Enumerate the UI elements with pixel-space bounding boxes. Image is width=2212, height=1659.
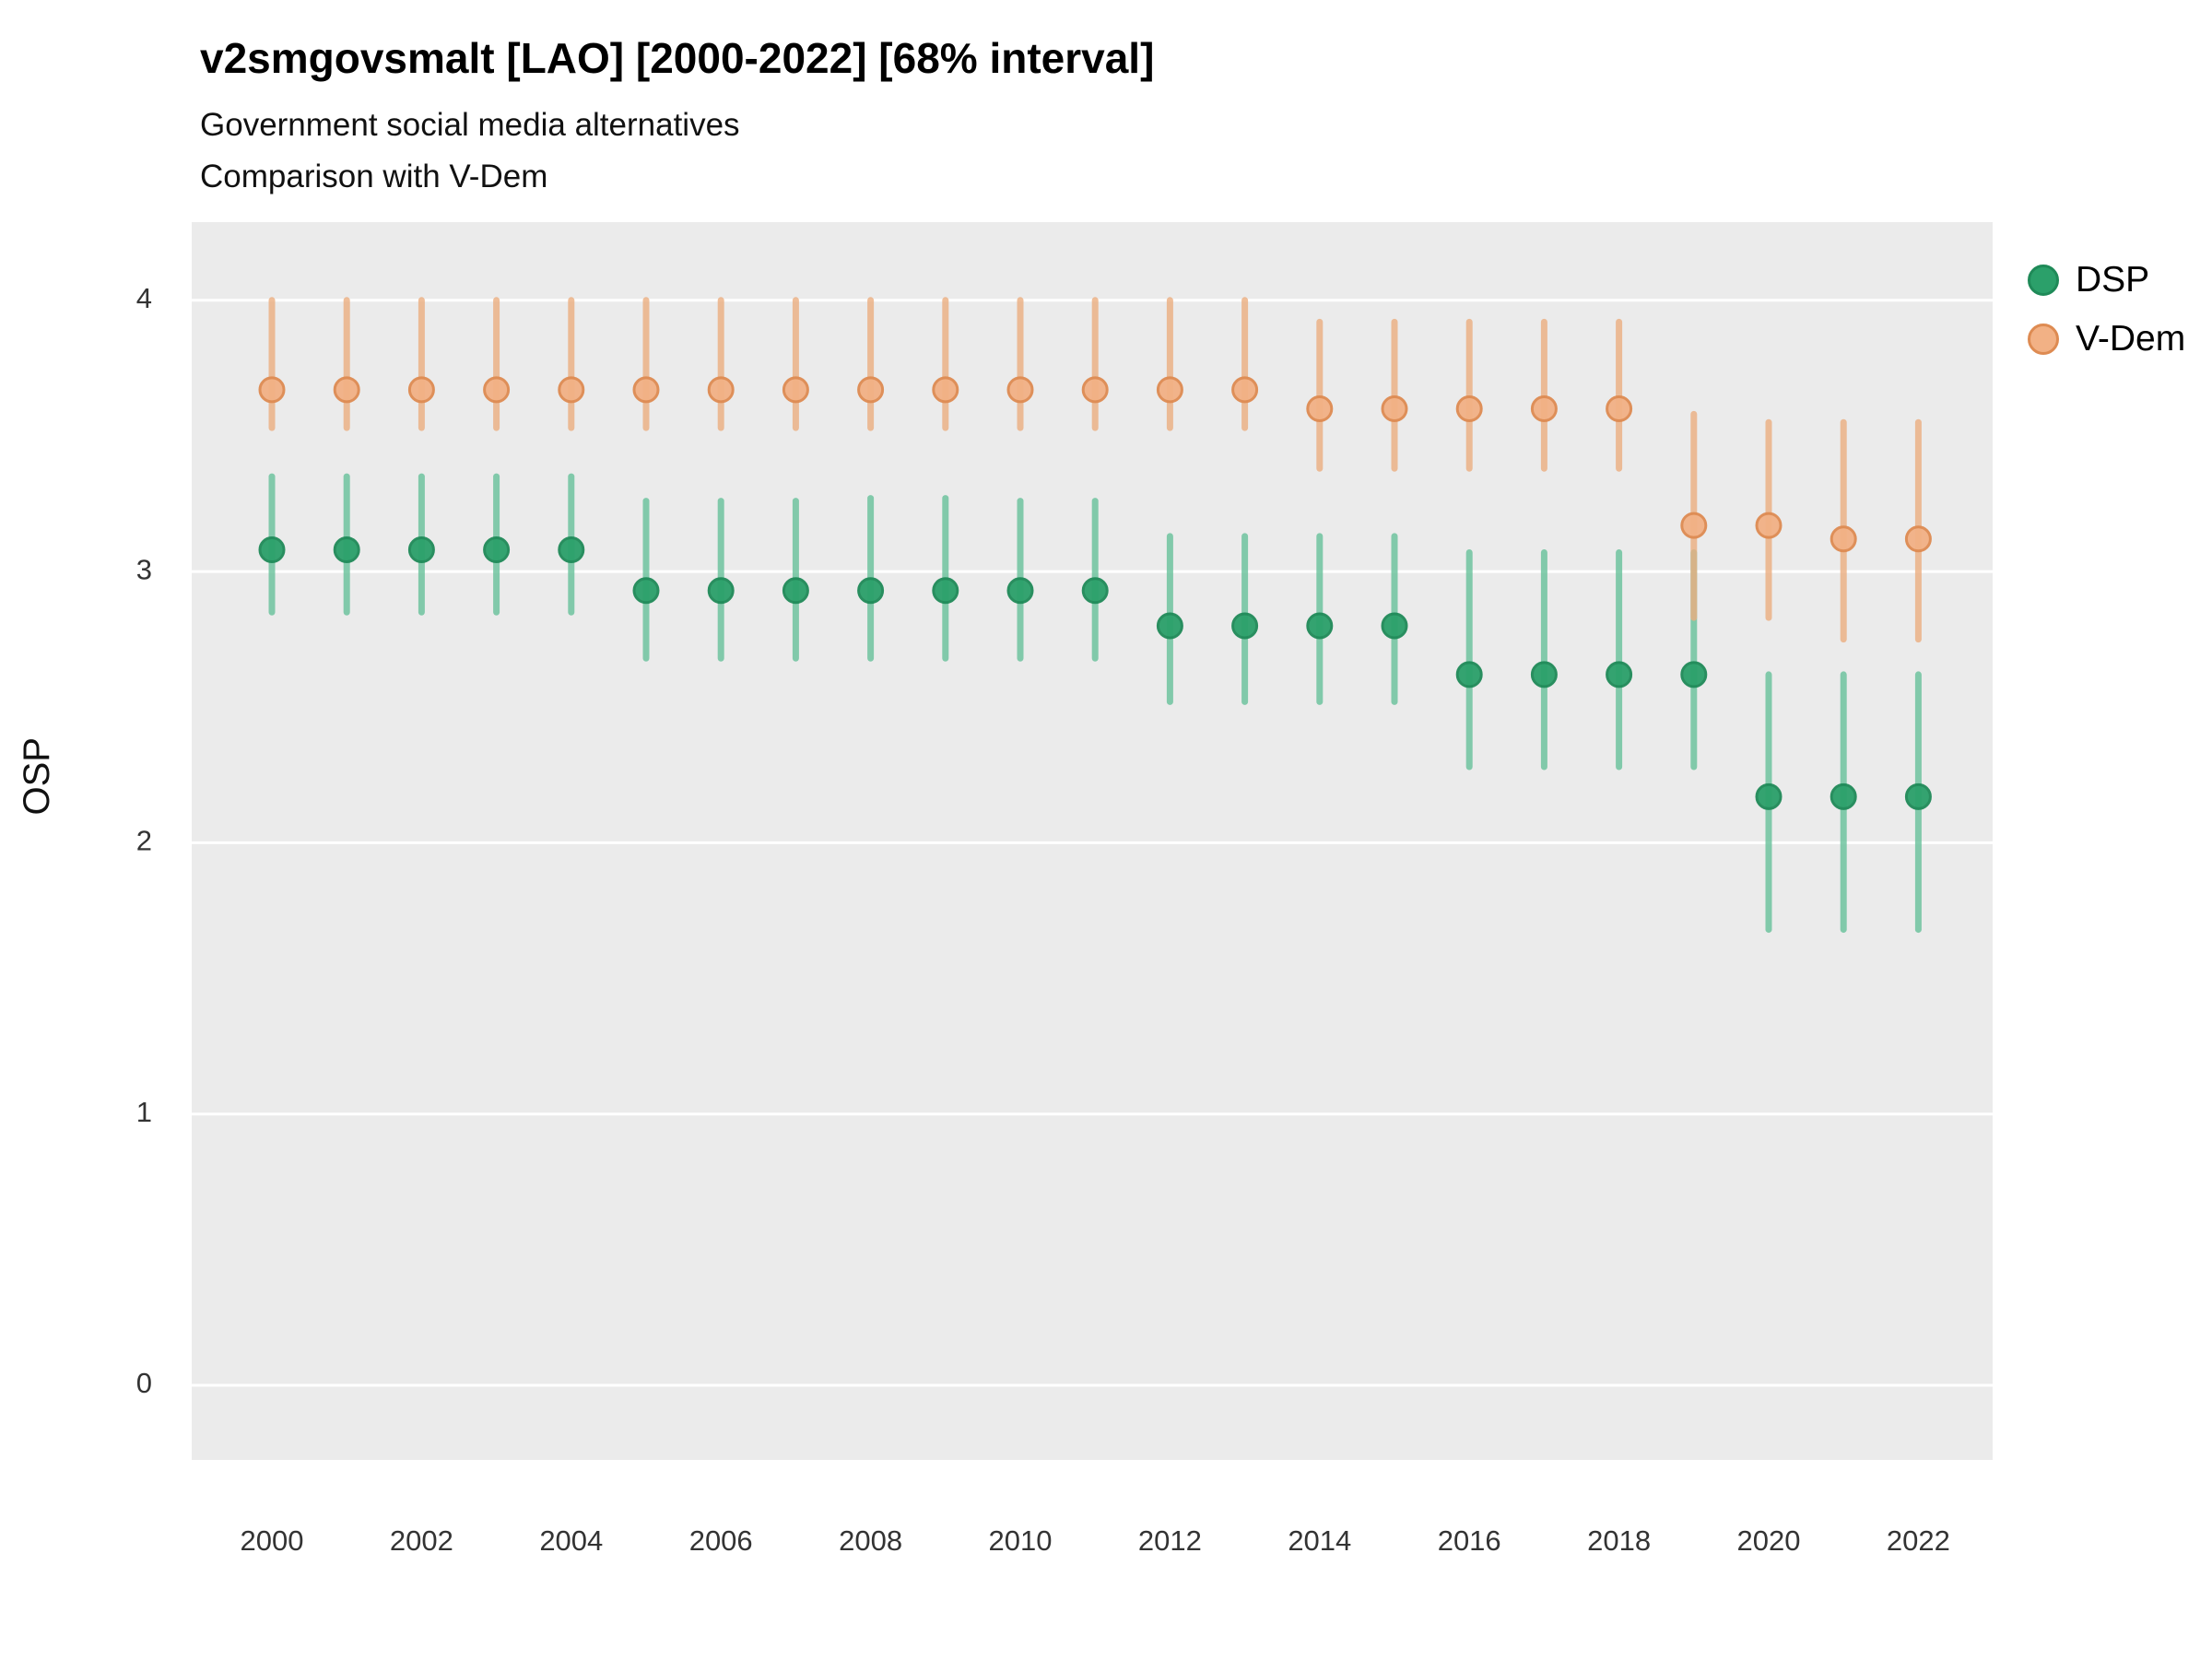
legend: DSP V-Dem [2028,260,2185,359]
y-tick-label-0: 0 [136,1367,152,1399]
point-v-dem-2005 [632,376,660,404]
point-dsp-2017 [1530,661,1558,688]
point-dsp-2010 [1006,577,1034,605]
legend-item-vdem: V-Dem [2028,319,2185,359]
point-dsp-2000 [258,536,286,564]
point-dsp-2013 [1231,612,1259,640]
point-dsp-2007 [782,577,809,605]
point-v-dem-2022 [1904,525,1932,553]
x-tick-label-2010: 2010 [989,1524,1053,1557]
x-tick-label-2004: 2004 [539,1524,603,1557]
point-dsp-2016 [1455,661,1483,688]
legend-dot-dsp-icon [2028,265,2059,296]
points-dsp [258,536,1932,810]
point-dsp-2011 [1081,577,1109,605]
point-v-dem-2010 [1006,376,1034,404]
point-dsp-2012 [1156,612,1183,640]
point-v-dem-2015 [1381,395,1408,423]
chart-title: v2smgovsmalt [LAO] [2000-2022] [68% inte… [200,34,1155,82]
point-v-dem-2000 [258,376,286,404]
point-v-dem-2006 [707,376,735,404]
y-tick-label-2: 2 [136,825,152,857]
point-v-dem-2004 [558,376,585,404]
x-tick-label-2002: 2002 [390,1524,453,1557]
y-tick-label-1: 1 [136,1096,152,1128]
points-v-dem [258,376,1932,553]
point-v-dem-2016 [1455,395,1483,423]
point-v-dem-2021 [1830,525,1857,553]
point-v-dem-2013 [1231,376,1259,404]
y-tick-label-4: 4 [136,282,152,314]
legend-item-dsp: DSP [2028,260,2185,300]
point-dsp-2020 [1755,782,1783,810]
y-tick-label-3: 3 [136,553,152,585]
legend-label-vdem: V-Dem [2076,319,2186,359]
point-v-dem-2002 [407,376,435,404]
point-v-dem-2003 [483,376,511,404]
point-v-dem-2014 [1306,395,1334,423]
point-v-dem-2019 [1680,512,1708,539]
point-dsp-2006 [707,577,735,605]
point-dsp-2001 [333,536,360,564]
x-tick-label-2020: 2020 [1737,1524,1801,1557]
x-tick-label-2008: 2008 [839,1524,902,1557]
point-v-dem-2017 [1530,395,1558,423]
point-dsp-2014 [1306,612,1334,640]
point-dsp-2005 [632,577,660,605]
point-v-dem-2009 [932,376,959,404]
point-v-dem-2007 [782,376,809,404]
point-v-dem-2020 [1755,512,1783,539]
point-dsp-2021 [1830,782,1857,810]
point-dsp-2022 [1904,782,1932,810]
x-tick-label-2006: 2006 [689,1524,753,1557]
x-tick-label-2000: 2000 [241,1524,304,1557]
point-dsp-2009 [932,577,959,605]
point-dsp-2002 [407,536,435,564]
x-tick-label-2018: 2018 [1587,1524,1651,1557]
point-v-dem-2008 [857,376,885,404]
point-dsp-2015 [1381,612,1408,640]
point-v-dem-2012 [1156,376,1183,404]
x-tick-label-2012: 2012 [1138,1524,1202,1557]
point-v-dem-2018 [1606,395,1633,423]
point-v-dem-2001 [333,376,360,404]
chart-subtitle: Government social media alternatives [200,107,740,143]
chart-subtitle-2: Comparison with V-Dem [200,159,548,194]
y-axis-label: OSP [17,737,57,816]
point-v-dem-2011 [1081,376,1109,404]
legend-dot-vdem-icon [2028,324,2059,355]
x-tick-label-2022: 2022 [1887,1524,1950,1557]
x-tick-label-2014: 2014 [1288,1524,1351,1557]
point-dsp-2008 [857,577,885,605]
x-tick-label-2016: 2016 [1438,1524,1501,1557]
point-dsp-2019 [1680,661,1708,688]
point-dsp-2003 [483,536,511,564]
point-dsp-2004 [558,536,585,564]
legend-label-dsp: DSP [2076,260,2150,300]
point-dsp-2018 [1606,661,1633,688]
